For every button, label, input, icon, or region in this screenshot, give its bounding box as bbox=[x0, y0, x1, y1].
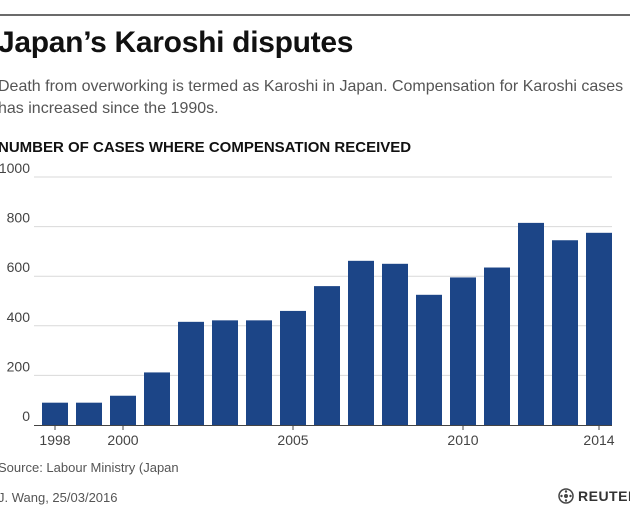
bar-2013 bbox=[552, 240, 578, 425]
bar-2012 bbox=[518, 222, 544, 425]
logo-text: REUTERS bbox=[578, 488, 630, 504]
top-rule bbox=[0, 14, 630, 16]
bar-2003 bbox=[212, 320, 238, 425]
bar-2009 bbox=[416, 294, 442, 425]
bar-2002 bbox=[178, 321, 204, 425]
bar-2004 bbox=[246, 320, 272, 425]
source-note: Source: Labour Ministry (Japan bbox=[0, 460, 179, 475]
page-title: Japan’s Karoshi disputes bbox=[0, 26, 354, 59]
y-tick-label: 800 bbox=[7, 210, 31, 226]
x-tick-label: 1998 bbox=[39, 432, 70, 448]
bar-2001 bbox=[144, 372, 170, 425]
y-tick-label: 1000 bbox=[0, 160, 30, 176]
bar-2008 bbox=[382, 263, 408, 425]
reuters-dots-icon bbox=[558, 488, 574, 504]
gridlines bbox=[34, 176, 612, 376]
y-tick-label: 0 bbox=[22, 408, 30, 424]
axes: 0 200 400 600 800 1000 1998 2000 2005 2010 2014 bbox=[0, 160, 615, 448]
reuters-logo: REUTERS bbox=[558, 488, 630, 504]
page-subtitle: Death from overworking is termed as Karo… bbox=[0, 78, 624, 117]
y-tick-label: 400 bbox=[7, 309, 31, 325]
y-tick-label: 600 bbox=[7, 259, 31, 275]
bar-1999 bbox=[76, 402, 102, 425]
bar-2006 bbox=[314, 286, 340, 425]
bar-2005 bbox=[280, 310, 306, 425]
bar-2014 bbox=[586, 232, 612, 425]
graphic-credit: J. Wang, 25/03/2016 bbox=[0, 490, 118, 505]
x-tick-label: 2000 bbox=[107, 432, 138, 448]
bar-2000 bbox=[110, 395, 136, 425]
x-tick-label: 2014 bbox=[583, 432, 614, 448]
chart-heading: NUMBER OF CASES WHERE COMPENSATION RECEI… bbox=[0, 139, 412, 156]
bar-chart: 0 200 400 600 800 1000 1998 2000 2005 2010 2014 bbox=[0, 160, 615, 448]
bar-1998 bbox=[42, 402, 68, 425]
x-tick-label: 2010 bbox=[447, 432, 478, 448]
bar-2010 bbox=[450, 277, 476, 425]
bars bbox=[42, 222, 612, 425]
bar-2007 bbox=[348, 260, 374, 425]
x-tick-label: 2005 bbox=[277, 432, 308, 448]
y-tick-label: 200 bbox=[7, 358, 31, 374]
bar-2011 bbox=[484, 267, 510, 425]
